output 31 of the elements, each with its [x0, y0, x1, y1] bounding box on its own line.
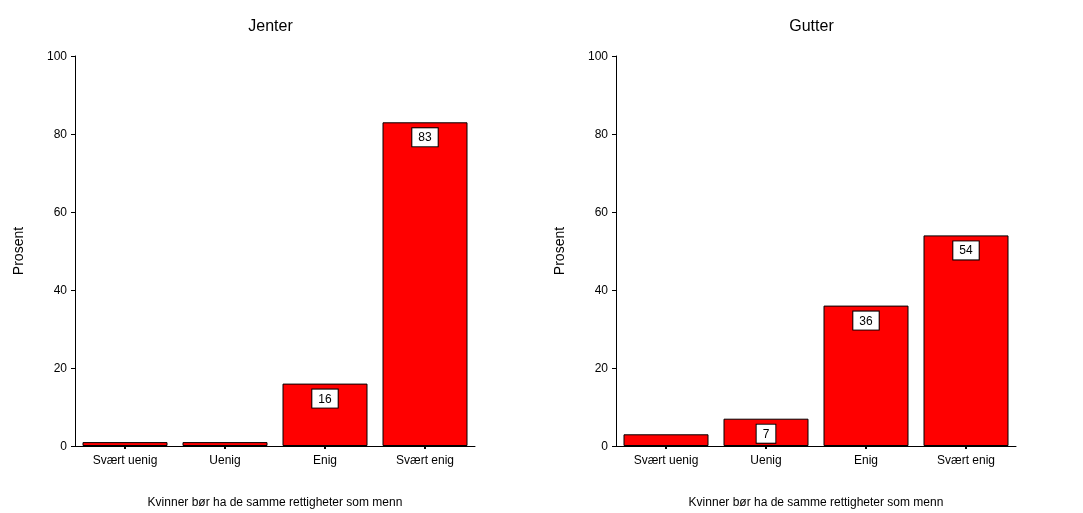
data-label: 54 [959, 243, 973, 258]
data-label: 7 [762, 426, 770, 441]
x-tick-label: Enig [312, 453, 338, 467]
y-tick-label: 80 [594, 127, 609, 141]
chart-title: Jenter [248, 16, 294, 34]
y-tick-label: 80 [53, 127, 68, 141]
y-axis-title: Prosent [551, 226, 567, 276]
y-tick-label: 60 [594, 205, 609, 219]
x-tick-label: Svært uenig [633, 453, 699, 467]
x-tick-label: Uenig [750, 453, 782, 467]
data-label: 36 [859, 313, 873, 328]
y-axis-title: Prosent [10, 226, 26, 276]
y-tick-label: 100 [46, 49, 68, 63]
x-tick-label: Enig [853, 453, 879, 467]
y-tick-label: 0 [601, 439, 609, 453]
x-axis-title: Kvinner bør ha de samme rettigheter som menn [688, 495, 944, 509]
x-axis-title: Kvinner bør ha de samme rettigheter som menn [147, 495, 403, 509]
y-tick-label: 40 [594, 283, 609, 297]
data-label: 16 [318, 391, 332, 406]
y-tick-label: 20 [53, 361, 68, 375]
y-tick-label: 20 [594, 361, 609, 375]
y-tick-label: 40 [53, 283, 68, 297]
y-tick-label: 60 [53, 205, 68, 219]
x-tick-label: Uenig [209, 453, 241, 467]
chart-title: Gutter [789, 16, 835, 34]
y-tick-label: 100 [587, 49, 609, 63]
x-tick-label: Svært uenig [92, 453, 158, 467]
data-label: 83 [418, 130, 432, 145]
x-tick-label: Svært enig [395, 453, 455, 467]
x-tick-label: Svært enig [936, 453, 996, 467]
y-tick-label: 0 [60, 439, 68, 453]
